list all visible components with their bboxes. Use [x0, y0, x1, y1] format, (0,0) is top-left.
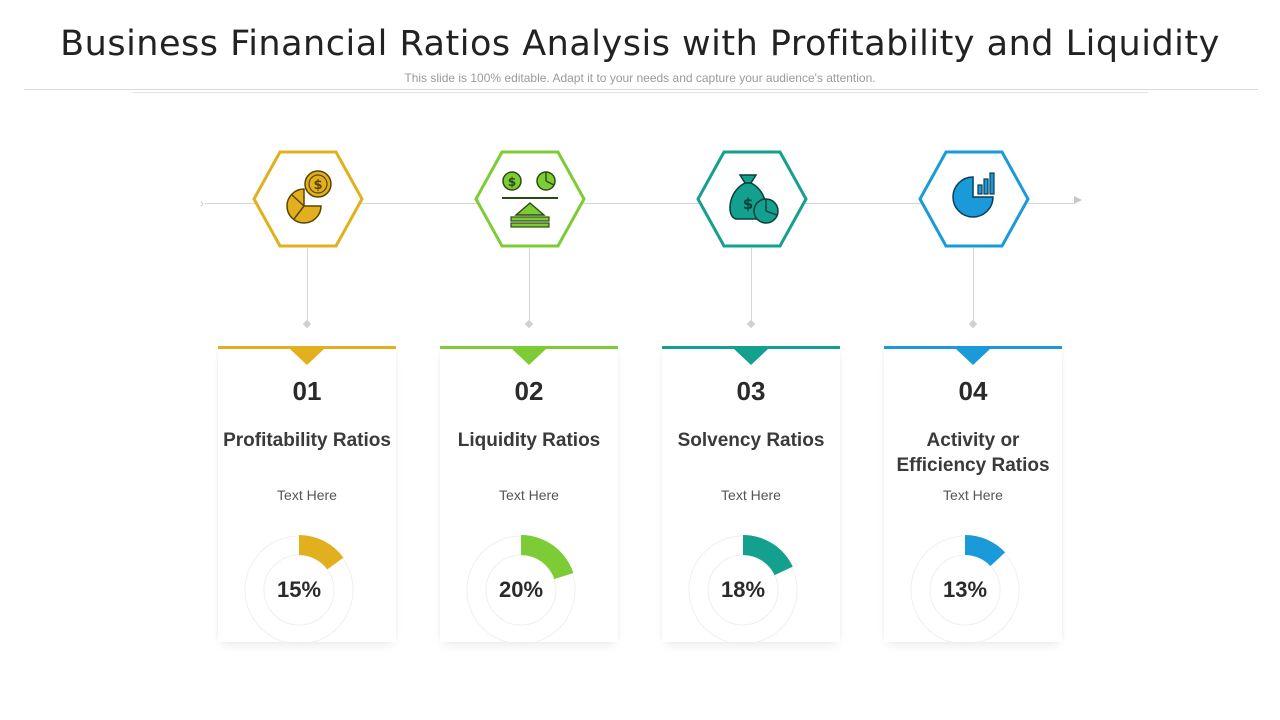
- card-title: Activity or Efficiency Ratios: [896, 430, 1050, 476]
- hexagon-step-3: $: [696, 150, 808, 248]
- timeline-arrow-icon: [1074, 196, 1082, 204]
- subtitle-divider: [133, 92, 1148, 93]
- money-bag-pie-icon: $: [729, 174, 779, 224]
- card-title: Solvency Ratios: [677, 430, 825, 451]
- connector-line-4: [973, 248, 974, 323]
- page-title: Business Financial Ratios Analysis with …: [60, 24, 1220, 64]
- progress-donut: [244, 535, 354, 645]
- connector-dot-1: [302, 319, 312, 329]
- title-divider: [24, 89, 1258, 90]
- hexagon-step-4: [918, 150, 1030, 248]
- timeline-line: [205, 203, 1075, 204]
- card-percentage: 13%: [942, 577, 988, 602]
- progress-arc: [965, 535, 1006, 567]
- connector-dot-4: [968, 319, 978, 329]
- card-description: Text Here: [499, 487, 559, 503]
- card-description: Text Here: [943, 487, 1003, 503]
- card-description: Text Here: [721, 487, 781, 503]
- card-number: 01: [292, 376, 322, 406]
- svg-text:$: $: [313, 178, 322, 193]
- card-title: Liquidity Ratios: [457, 430, 601, 451]
- card-accent-bar: [884, 346, 1062, 349]
- card-accent-bar: [218, 346, 396, 349]
- progress-donut: [688, 535, 798, 645]
- hexagon-step-2: $: [474, 150, 586, 248]
- card-notch: [290, 349, 324, 365]
- svg-text:$: $: [743, 195, 753, 213]
- card-percentage: 20%: [498, 577, 544, 602]
- card-notch: [734, 349, 768, 365]
- connector-line-2: [529, 248, 530, 323]
- card-number: 04: [958, 376, 988, 406]
- coin-chart-upload-icon: $: [502, 171, 558, 228]
- card-number: 02: [514, 376, 544, 406]
- card-number: 03: [736, 376, 766, 406]
- connector-line-1: [307, 248, 308, 323]
- hexagon-step-1: $: [252, 150, 364, 248]
- card-accent-bar: [440, 346, 618, 349]
- page-subtitle: This slide is 100% editable. Adapt it to…: [404, 71, 876, 85]
- card-notch: [512, 349, 546, 365]
- card-description: Text Here: [277, 487, 337, 503]
- card-percentage: 15%: [276, 577, 322, 602]
- card-title: Profitability Ratios: [223, 430, 391, 451]
- svg-text:$: $: [508, 175, 516, 189]
- card-percentage: 18%: [720, 577, 766, 602]
- ratio-card-1: 01 Profitability Ratios Text Here 15%: [218, 346, 396, 645]
- ratio-card-3: 03 Solvency Ratios Text Here 18%: [662, 346, 840, 645]
- ratio-card-4: 04 Activity or Efficiency Ratios Text He…: [884, 346, 1062, 645]
- connector-dot-2: [524, 319, 534, 329]
- connector-line-3: [751, 248, 752, 323]
- pie-bar-chart-icon: [952, 172, 995, 218]
- progress-donut: [910, 535, 1020, 645]
- card-notch: [956, 349, 990, 365]
- progress-arc: [521, 535, 574, 580]
- connector-dot-3: [746, 319, 756, 329]
- progress-arc: [743, 535, 793, 576]
- card-accent-bar: [662, 346, 840, 349]
- profit-pie-dollar-icon: $: [286, 170, 332, 224]
- timeline-start-chevron-icon: ›: [200, 196, 204, 210]
- ratio-card-2: 02 Liquidity Ratios Text Here 20%: [440, 346, 618, 645]
- progress-donut: [466, 535, 576, 645]
- progress-arc: [299, 535, 344, 570]
